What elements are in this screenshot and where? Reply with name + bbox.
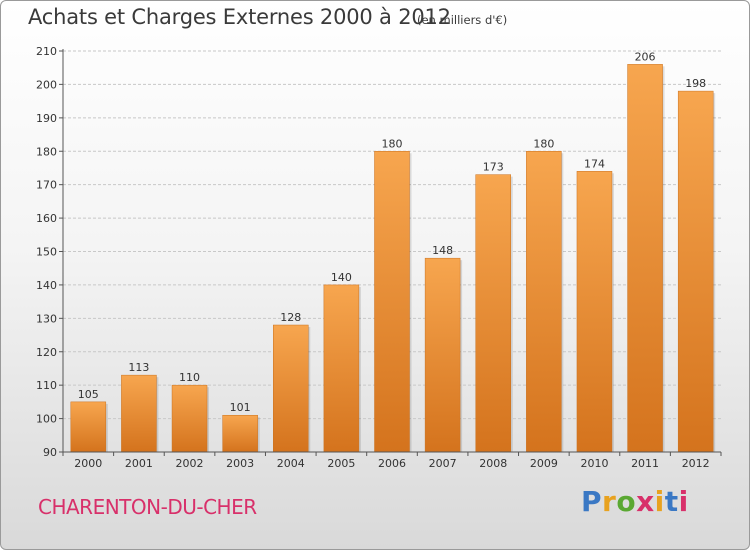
bar <box>222 414 258 453</box>
logo-letter: t <box>664 485 679 518</box>
bar <box>273 324 309 453</box>
x-tick-label: 2003 <box>226 457 254 470</box>
proxiti-logo[interactable]: Proxiti <box>581 485 689 518</box>
bar <box>374 151 410 453</box>
data-label: 148 <box>432 244 453 257</box>
x-tick-label: 2009 <box>530 457 558 470</box>
x-tick-label: 2007 <box>429 457 457 470</box>
logo-letter: x <box>636 485 655 518</box>
x-tick-label: 2008 <box>479 457 507 470</box>
chart-unit: (en milliers d'€) <box>417 13 508 27</box>
bar <box>576 171 613 453</box>
y-tick-label: 150 <box>36 246 57 259</box>
data-label: 180 <box>382 137 403 150</box>
logo-letter: r <box>602 485 617 518</box>
axes <box>59 49 722 456</box>
x-tick-label: 2010 <box>580 457 608 470</box>
bar <box>70 401 107 453</box>
y-tick-label: 160 <box>36 212 57 225</box>
data-label: 180 <box>533 137 554 150</box>
y-tick-label: 100 <box>36 413 57 426</box>
data-label: 128 <box>280 311 301 324</box>
logo-letter: P <box>581 485 603 518</box>
y-tick-label: 180 <box>36 145 57 158</box>
y-tick-label: 140 <box>36 279 57 292</box>
data-label: 101 <box>230 401 251 414</box>
logo-letter: i <box>678 485 689 518</box>
x-tick-label: 2000 <box>74 457 102 470</box>
bar <box>121 374 157 453</box>
y-tick-label: 90 <box>43 446 57 459</box>
x-tick-label: 2006 <box>378 457 406 470</box>
bar <box>677 90 714 453</box>
logo-letter: i <box>654 485 665 518</box>
bar <box>627 64 663 453</box>
bar <box>171 384 208 453</box>
town-name: CHARENTON-DU-CHER <box>38 495 257 519</box>
bar <box>424 257 461 453</box>
data-label: 198 <box>685 77 706 90</box>
logo-letter: o <box>616 485 637 518</box>
x-tick-label: 2001 <box>125 457 153 470</box>
y-tick-label: 190 <box>36 112 57 125</box>
bar <box>526 151 562 453</box>
y-tick-label: 200 <box>36 78 57 91</box>
y-tick-label: 120 <box>36 346 57 359</box>
x-tick-label: 2012 <box>682 457 710 470</box>
data-label: 174 <box>584 157 605 170</box>
y-tick-label: 130 <box>36 312 57 325</box>
y-tick-label: 110 <box>36 379 57 392</box>
data-label: 140 <box>331 271 352 284</box>
bar <box>323 284 360 453</box>
data-label: 173 <box>483 161 504 174</box>
bars <box>70 64 716 453</box>
x-tick-label: 2011 <box>631 457 659 470</box>
x-tick-label: 2002 <box>176 457 204 470</box>
y-tick-label: 210 <box>36 45 57 58</box>
x-tick-label: 2004 <box>277 457 305 470</box>
x-tick-label: 2005 <box>327 457 355 470</box>
data-label: 110 <box>179 371 200 384</box>
data-label: 206 <box>635 50 656 63</box>
chart-title: Achats et Charges Externes 2000 à 2012 <box>28 5 451 29</box>
data-label: 105 <box>78 388 99 401</box>
bar <box>475 174 511 453</box>
labels: 90 100 110 120 130 140 150 160 170 180 190 200 210 10… <box>36 45 710 470</box>
y-tick-label: 170 <box>36 179 57 192</box>
data-label: 113 <box>128 361 149 374</box>
